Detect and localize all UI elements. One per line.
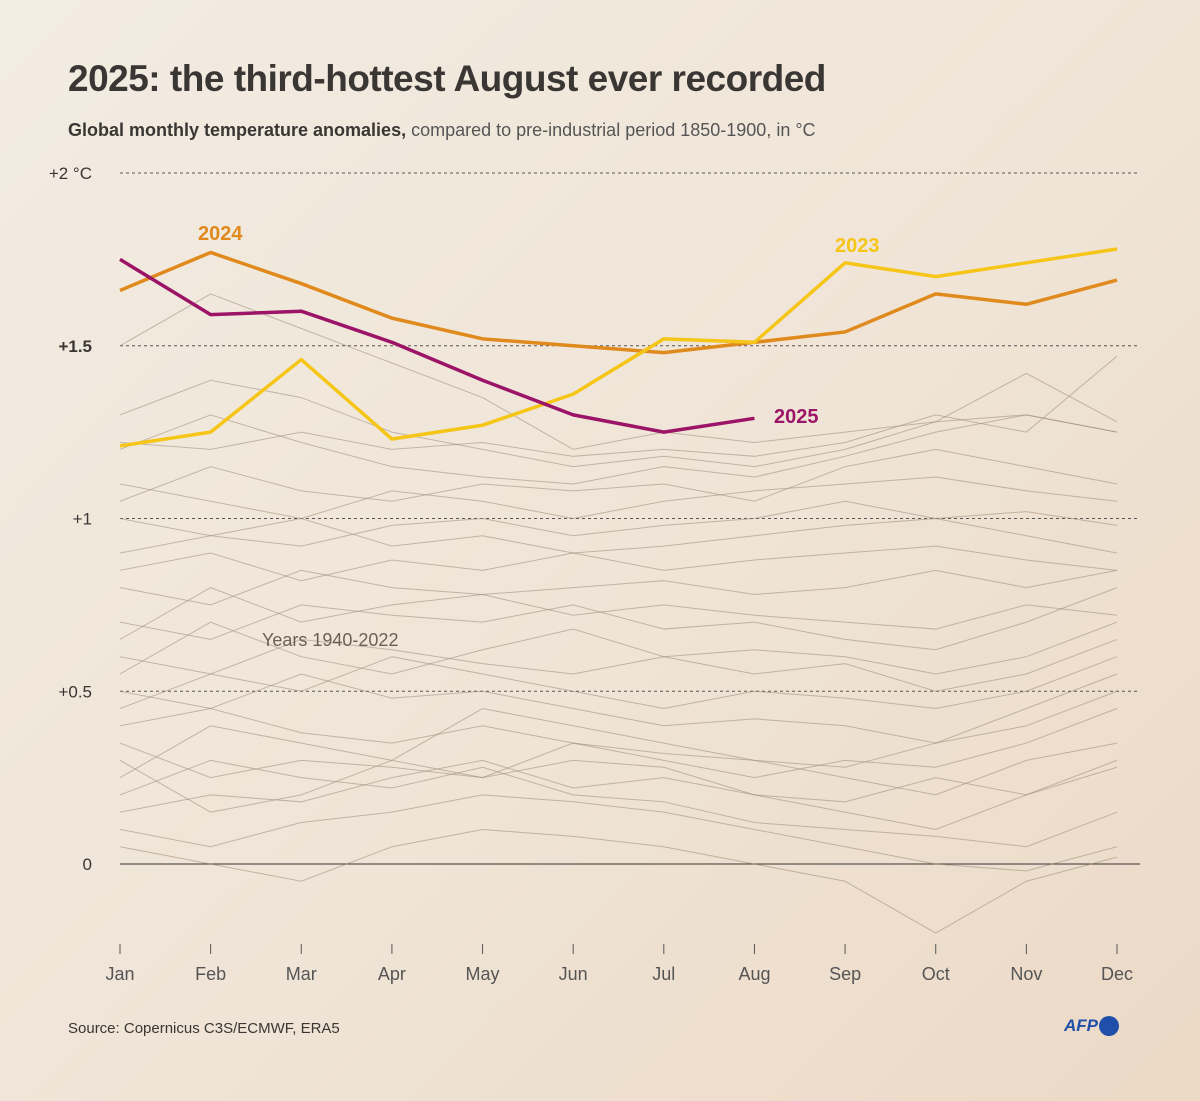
background-year-line [119,742,1118,830]
logo-dot-icon [1099,1016,1119,1036]
x-tick-label: Dec [1101,964,1133,984]
background-year-line [119,293,1118,450]
y-tick-label: +2 °C [49,164,92,183]
background-year-line [119,708,1118,796]
series-label-2025: 2025 [774,406,819,428]
y-tick-label: +1 [73,510,92,529]
background-year-line [119,638,1118,692]
background-year-line [119,656,1118,710]
x-tick-label: Aug [738,964,770,984]
background-year-line [119,759,1118,813]
background-year-line [119,587,1118,640]
background-year-line [119,587,1118,651]
x-tick-label: Apr [378,964,406,984]
x-tick-label: Feb [195,964,226,984]
subtitle-bold: Global monthly temperature anomalies, [68,120,407,140]
y-tick-label: 0 [83,855,92,874]
source-note: Source: Copernicus C3S/ECMWF, ERA5 [68,1020,340,1037]
x-tick-label: Oct [922,964,950,984]
series-line-2023 [119,247,1118,448]
background-year-line [119,500,1118,547]
x-tick-label: Mar [286,964,317,984]
chart-title: 2025: the third-hottest August ever reco… [68,58,826,99]
logo-text: AFP [1064,1016,1098,1035]
afp-logo: AFP [1064,1016,1119,1036]
background-year-line [119,690,1118,779]
background-year-line [119,673,1118,744]
background-year-line [119,759,1118,848]
background-year-line [119,448,1118,502]
background-series-label: Years 1940-2022 [262,630,398,650]
background-year-line [119,569,1118,606]
background-year-line [119,828,1118,934]
series-label-2023: 2023 [835,235,880,257]
subtitle-rest: compared to pre-industrial period 1850-1… [406,120,816,140]
background-year-line [119,517,1118,554]
y-tick-label: +1.5 [58,337,92,356]
background-year-line [119,621,1118,675]
series-line-2025 [119,257,755,434]
x-tick-label: Nov [1010,964,1042,984]
background-year-line [119,794,1118,872]
background-year-line [119,708,1118,813]
background-year-line [119,414,1118,485]
x-tick-label: Jan [105,964,134,984]
background-year-line [119,372,1118,468]
x-tick-label: Jul [652,964,675,984]
background-year-line [119,545,1118,582]
series-line-2024 [119,250,1118,355]
series-label-2024: 2024 [198,223,243,245]
chart-subtitle: Global monthly temperature anomalies, co… [68,120,816,141]
x-tick-label: Jun [559,964,588,984]
background-year-line [119,355,1118,457]
y-tick-label: +0.5 [58,682,92,701]
x-tick-label: Sep [829,964,861,984]
background-year-line [119,476,1118,520]
x-tick-label: May [466,964,500,984]
